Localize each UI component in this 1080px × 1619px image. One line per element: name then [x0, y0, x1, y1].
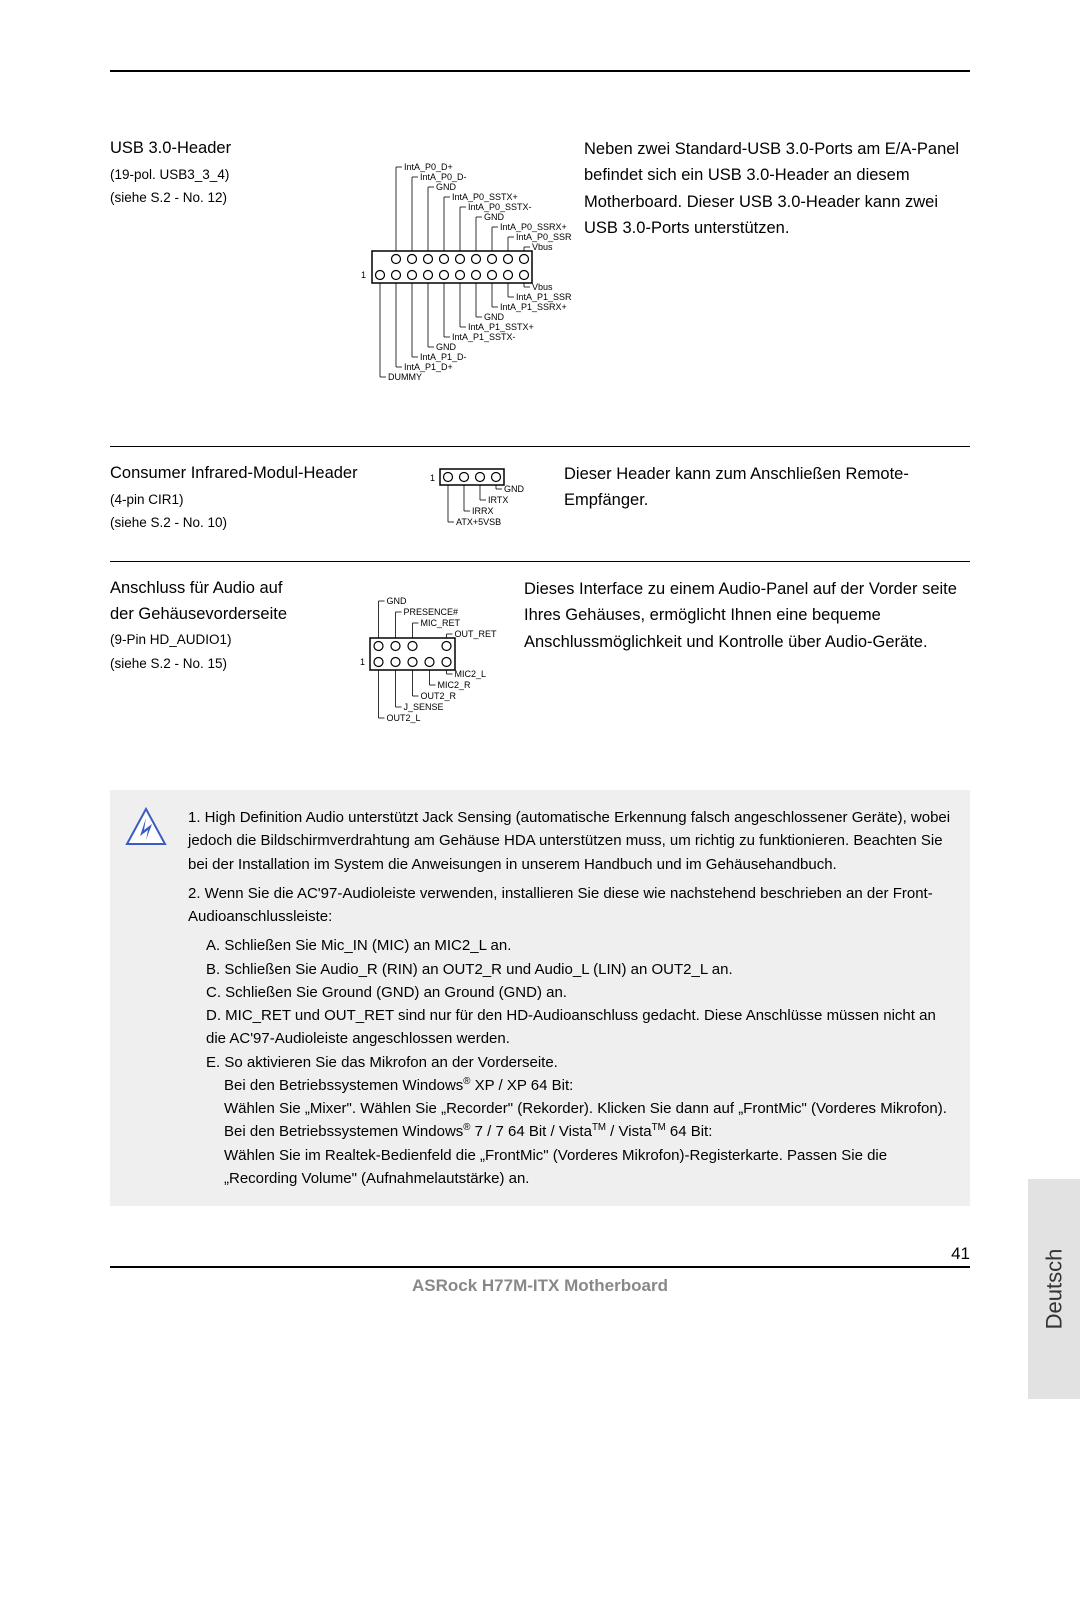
svg-text:MIC2_L: MIC2_L — [455, 669, 487, 679]
svg-text:MIC_RET: MIC_RET — [421, 618, 461, 628]
top-rule — [110, 70, 970, 72]
note-2b: B. Schließen Sie Audio_R (RIN) an OUT2_R… — [206, 958, 952, 981]
svg-text:PRESENCE#: PRESENCE# — [404, 607, 459, 617]
warning-icon — [124, 806, 168, 850]
svg-text:IRTX: IRTX — [488, 495, 508, 505]
usb3-sub1: (19-pol. USB3_3_4) — [110, 165, 340, 186]
svg-text:J_SENSE: J_SENSE — [404, 702, 444, 712]
notes-box: 1. High Definition Audio unterstützt Jac… — [110, 790, 970, 1206]
audio-sub1: (9-Pin HD_AUDIO1) — [110, 630, 340, 651]
section-audio-header: Anschluss für Audio auf der Gehäusevorde… — [110, 562, 970, 776]
cir-sub1: (4-pin CIR1) — [110, 490, 410, 511]
svg-text:GND: GND — [484, 212, 505, 222]
svg-text:GND: GND — [504, 484, 525, 494]
note-2e3d: 64 Bit: — [666, 1123, 713, 1140]
cir-diagram: 1 GNDIRTXIRRXATX+5VSB — [422, 461, 552, 541]
svg-text:IntA_P0_SSTX+: IntA_P0_SSTX+ — [452, 192, 518, 202]
svg-text:IntA_P0_SSRX-: IntA_P0_SSRX- — [516, 232, 572, 242]
cir-title: Consumer Infrared-Modul-Header — [110, 461, 410, 487]
note-2e3a: Bei den Betriebssystemen Windows — [224, 1123, 463, 1140]
page-number: 41 — [951, 1244, 970, 1264]
note-2a: A. Schließen Sie Mic_IN (MIC) an MIC2_L … — [206, 934, 952, 957]
svg-text:Vbus: Vbus — [532, 242, 553, 252]
usb3-title: USB 3.0-Header — [110, 136, 340, 162]
note-2e1a: Bei den Betriebssystemen Windows — [224, 1077, 463, 1094]
section-usb3-header: USB 3.0-Header (19-pol. USB3_3_4) (siehe… — [110, 122, 970, 447]
language-tab-label: Deutsch — [1041, 1249, 1067, 1330]
svg-text:Vbus: Vbus — [532, 282, 553, 292]
svg-text:IntA_P1_SSTX+: IntA_P1_SSTX+ — [468, 322, 534, 332]
svg-text:IntA_P0_D-: IntA_P0_D- — [420, 172, 467, 182]
audio-sub2: (siehe S.2 - No. 15) — [110, 654, 340, 675]
usb3-sub2: (siehe S.2 - No. 12) — [110, 188, 340, 209]
tm-mark-1: TM — [592, 1122, 606, 1133]
note-2e: E. So aktivieren Sie das Mikrofon an der… — [206, 1051, 952, 1074]
svg-text:OUT2_L: OUT2_L — [387, 713, 421, 723]
section-cir-header: Consumer Infrared-Modul-Header (4-pin CI… — [110, 447, 970, 562]
audio-desc: Dieses Interface zu einem Audio-Panel au… — [524, 576, 970, 655]
svg-text:OUT2_R: OUT2_R — [421, 691, 457, 701]
svg-text:IntA_P0_SSTX-: IntA_P0_SSTX- — [468, 202, 532, 212]
svg-text:GND: GND — [436, 182, 457, 192]
note-2e1b: XP / XP 64 Bit: — [470, 1077, 573, 1094]
note-2: 2. Wenn Sie die AC'97-Audioleiste verwen… — [188, 882, 952, 929]
note-2e4: Wählen Sie im Realtek-Bedienfeld die „Fr… — [224, 1144, 952, 1191]
svg-text:IntA_P0_D+: IntA_P0_D+ — [404, 162, 453, 172]
language-tab: Deutsch — [1028, 1179, 1080, 1399]
note-2e3c: / Vista — [606, 1123, 652, 1140]
svg-text:IntA_P1_SSRX+: IntA_P1_SSRX+ — [500, 302, 567, 312]
svg-text:ATX+5VSB: ATX+5VSB — [456, 517, 501, 527]
audio-title1: Anschluss für Audio auf — [110, 576, 340, 602]
note-2d: D. MIC_RET und OUT_RET sind nur für den … — [206, 1004, 952, 1051]
svg-text:IntA_P1_SSTX-: IntA_P1_SSTX- — [452, 332, 516, 342]
svg-text:1: 1 — [430, 473, 435, 483]
note-2e3b: 7 / 7 64 Bit / Vista — [470, 1123, 591, 1140]
note-2c: C. Schließen Sie Ground (GND) an Ground … — [206, 981, 952, 1004]
audio-title2: der Gehäusevorderseite — [110, 602, 340, 628]
svg-text:DUMMY: DUMMY — [388, 372, 422, 382]
svg-text:OUT_RET: OUT_RET — [455, 629, 498, 639]
svg-text:IRRX: IRRX — [472, 506, 494, 516]
tm-mark-2: TM — [652, 1122, 666, 1133]
svg-text:MIC2_R: MIC2_R — [438, 680, 472, 690]
svg-text:IntA_P1_SSRX-: IntA_P1_SSRX- — [516, 292, 572, 302]
svg-text:IntA_P1_D-: IntA_P1_D- — [420, 352, 467, 362]
note-2e2: Wählen Sie „Mixer". Wählen Sie „Recorder… — [224, 1097, 952, 1120]
usb3-diagram: 1IntA_P0_D+IntA_P0_D-GNDIntA_P0_SSTX+Int… — [352, 136, 572, 426]
svg-text:GND: GND — [436, 342, 457, 352]
audio-diagram: 1 GNDPRESENCE#MIC_RETOUT_RET OUT2_LJ_SENSE… — [352, 576, 512, 756]
svg-text:IntA_P1_D+: IntA_P1_D+ — [404, 362, 453, 372]
svg-text:GND: GND — [387, 596, 408, 606]
svg-text:1: 1 — [360, 657, 365, 667]
svg-text:1: 1 — [361, 270, 366, 280]
svg-text:IntA_P0_SSRX+: IntA_P0_SSRX+ — [500, 222, 567, 232]
cir-sub2: (siehe S.2 - No. 10) — [110, 513, 410, 534]
bottom-rule — [110, 1266, 970, 1268]
cir-desc: Dieser Header kann zum Anschließen Remot… — [564, 461, 970, 514]
note-1: 1. High Definition Audio unterstützt Jac… — [188, 806, 952, 876]
usb3-desc: Neben zwei Standard-USB 3.0-Ports am E/A… — [584, 136, 970, 242]
footer-text: ASRock H77M-ITX Motherboard — [110, 1276, 970, 1296]
svg-text:GND: GND — [484, 312, 505, 322]
